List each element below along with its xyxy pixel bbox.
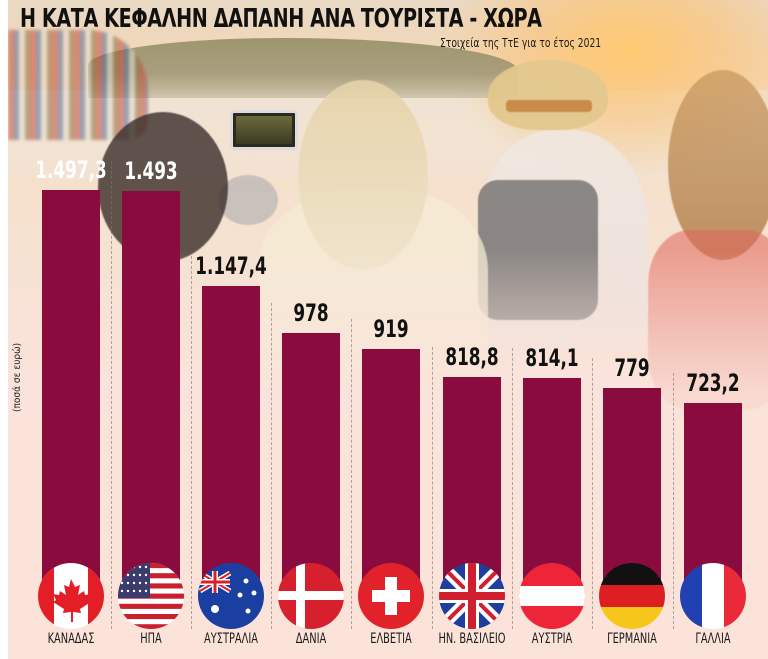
country-label: ΑΥΣΤΡΑΛΙΑ	[204, 631, 258, 647]
bar-value-label: 723,2	[686, 369, 740, 397]
bar-1	[42, 190, 100, 600]
bar-divider	[191, 256, 192, 629]
background-hill	[88, 38, 518, 98]
denmark-flag-icon	[278, 563, 344, 629]
country-label: ΓΕΡΜΑΝΙΑ	[607, 631, 657, 647]
bar-6	[443, 377, 501, 600]
hat-band	[506, 100, 592, 112]
bar-divider	[432, 347, 433, 629]
canada-flag-icon	[38, 563, 104, 629]
bar-divider	[512, 348, 513, 629]
bar-5	[362, 349, 420, 600]
france-flag-icon	[680, 563, 746, 629]
country-label: ΔΑΝΙΑ	[295, 631, 327, 647]
germany-flag-icon	[599, 563, 665, 629]
tourist-blonde	[298, 80, 428, 270]
bar-3	[202, 286, 260, 600]
bar-value-label: 978	[293, 299, 329, 327]
bar-value-label: 1.493	[124, 157, 178, 185]
chart-subtitle: Στοιχεία της ΤτΕ για το έτος 2021	[440, 36, 602, 50]
austria-flag-icon	[519, 563, 585, 629]
bar-divider	[673, 373, 674, 629]
bar-value-label: 818,8	[445, 343, 499, 371]
uk-flag-icon	[439, 563, 505, 629]
country-label: ΕΛΒΕΤΙΑ	[370, 631, 412, 647]
tourist-curly-hair	[668, 70, 768, 260]
country-label: ΚΑΝΑΔΑΣ	[47, 631, 95, 647]
bar-4	[282, 333, 340, 600]
usa-flag-icon	[118, 563, 184, 629]
bar-value-label: 779	[614, 354, 650, 382]
bar-chart: 1.497,3 ΚΑΝΑΔΑΣ 1.493 ΗΠΑ 1.147,4 ΑΥΣΤΡΑΛΙΑ 97…	[8, 0, 768, 659]
switzerland-flag-icon	[358, 563, 424, 629]
bar-divider	[271, 303, 272, 629]
tourist-gray-hat	[218, 175, 278, 225]
infographic: Η ΚΑΤΑ ΚΕΦΑΛΗΝ ΔΑΠΑΝΗ ΑΝΑ ΤΟΥΡΙΣΤΑ - ΧΩΡ…	[8, 0, 768, 659]
bar-divider	[592, 358, 593, 629]
australia-flag-icon	[198, 563, 264, 629]
country-label: ΓΑΛΛΙΑ	[695, 631, 731, 647]
bar-value-label: 1.147,4	[195, 252, 267, 280]
country-label: ΗΝ. ΒΑΣΙΛΕΙΟ	[438, 631, 506, 647]
country-label: ΗΠΑ	[140, 631, 162, 647]
bar-value-label: 814,1	[525, 344, 579, 372]
chart-title: Η ΚΑΤΑ ΚΕΦΑΛΗΝ ΔΑΠΑΝΗ ΑΝΑ ΤΟΥΡΙΣΤΑ - ΧΩΡ…	[20, 4, 542, 34]
bar-value-label: 919	[373, 315, 409, 343]
bar-2	[122, 191, 180, 600]
bar-divider	[351, 319, 352, 629]
country-label: ΑΥΣΤΡΙΑ	[531, 631, 573, 647]
bar-value-label: 1.497,3	[35, 156, 107, 184]
smartphone-icon	[230, 110, 298, 150]
bar-divider	[111, 161, 112, 629]
background-crowd	[8, 30, 148, 140]
straw-hat	[488, 60, 608, 130]
